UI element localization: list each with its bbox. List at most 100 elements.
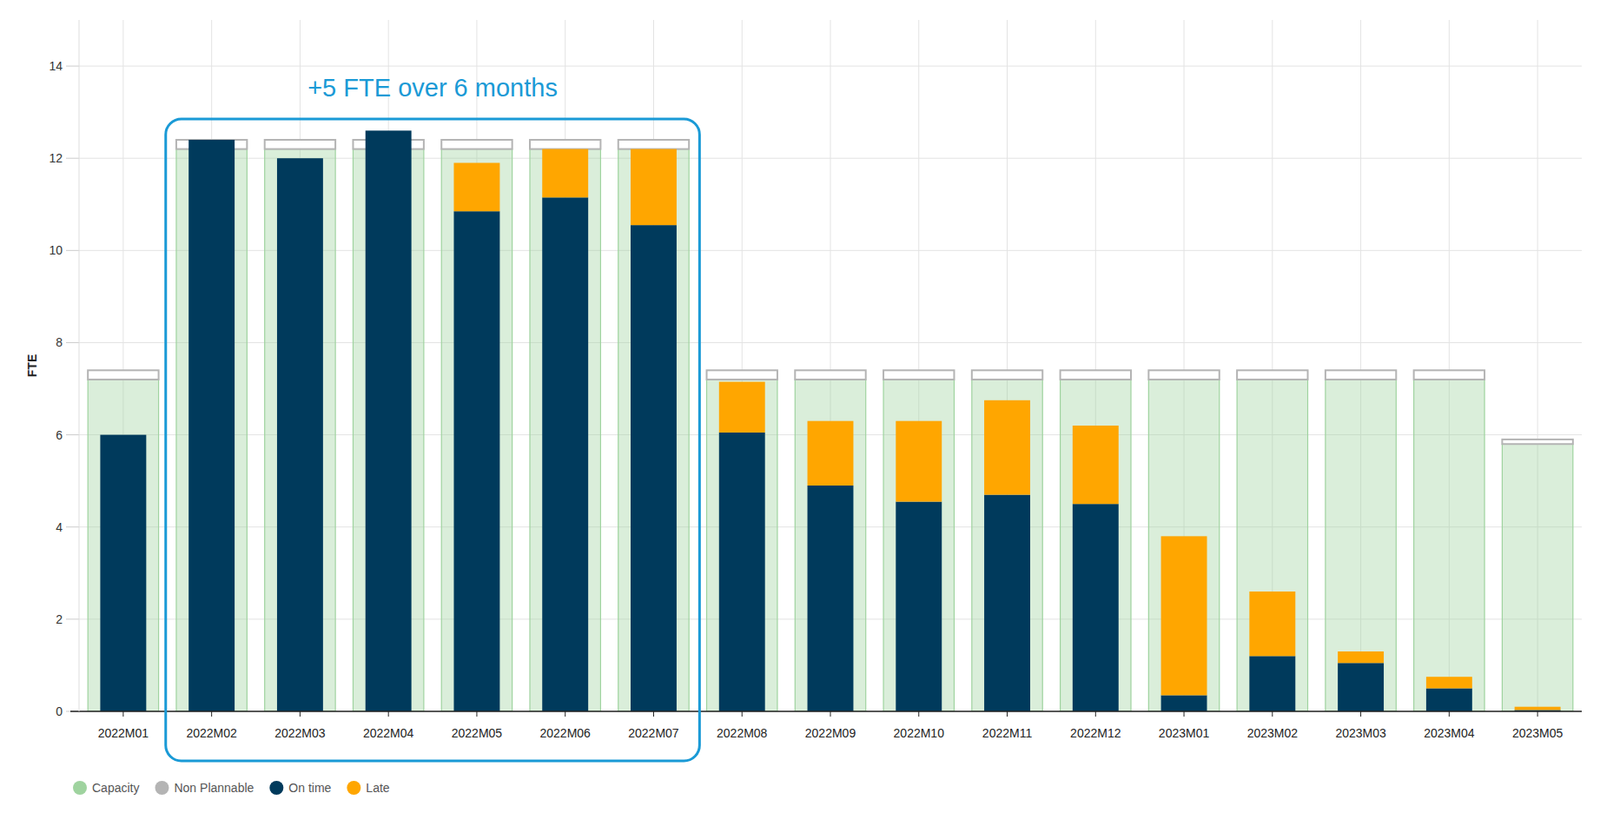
bar-segment — [453, 163, 500, 212]
bar-segment — [1514, 707, 1561, 711]
y-axis-label: FTE — [25, 354, 40, 377]
bar-segment — [1426, 687, 1473, 712]
x-tick — [299, 711, 301, 717]
x-tick — [388, 711, 390, 717]
bar-segment — [1161, 535, 1208, 695]
x-tick-label: 2022M12 — [1070, 726, 1122, 741]
y-tick-label: 12 — [48, 151, 63, 166]
x-tick — [1537, 711, 1539, 717]
bar-segment — [365, 130, 412, 132]
capacity-bar — [529, 139, 601, 150]
capacity-bar — [1325, 370, 1396, 380]
bar-segment — [453, 211, 500, 712]
x-tick-label: 2022M04 — [363, 726, 415, 741]
x-axis — [70, 710, 1582, 713]
x-tick — [122, 711, 124, 717]
capacity-bar — [794, 370, 866, 380]
bar-segment — [807, 485, 854, 712]
x-tick-label: 2023M05 — [1512, 726, 1564, 741]
bar-segment — [1249, 591, 1296, 656]
bar-segment — [1337, 662, 1384, 712]
x-tick — [1006, 711, 1008, 717]
capacity-bar — [1501, 439, 1573, 444]
y-tick-label: 14 — [48, 59, 63, 73]
y-tick-label: 10 — [48, 243, 63, 258]
capacity-bar — [264, 139, 336, 150]
x-tick-label: 2022M09 — [805, 726, 857, 741]
bar-segment — [188, 139, 235, 712]
y-tick — [66, 434, 80, 436]
capacity-bar — [441, 149, 512, 712]
x-tick-label: 2022M10 — [893, 726, 946, 741]
bar-segment — [1337, 651, 1384, 663]
bar-segment — [542, 149, 589, 199]
bar-segment — [99, 435, 146, 712]
x-tick — [1360, 711, 1362, 717]
bar-segment — [99, 434, 146, 436]
legend-label: Capacity — [92, 780, 139, 795]
y-tick-label: 8 — [55, 335, 63, 350]
x-tick-label: 2023M02 — [1247, 726, 1299, 741]
x-tick-label: 2022M08 — [716, 726, 768, 741]
bar-segment — [1072, 503, 1119, 712]
capacity-bar — [529, 149, 601, 712]
capacity-bar — [1414, 379, 1485, 712]
capacity-bar — [618, 139, 689, 150]
bar-segment — [365, 130, 412, 712]
bar-segment — [277, 158, 324, 712]
bar-segment — [542, 197, 589, 712]
legend-label: Late — [365, 780, 390, 795]
y-tick-label: 6 — [55, 428, 63, 443]
annotation-box — [165, 119, 701, 761]
x-tick — [476, 711, 477, 717]
bar-segment — [719, 382, 766, 433]
capacity-bar — [441, 139, 512, 150]
bar-segment — [984, 400, 1031, 496]
x-tick-label: 2022M03 — [274, 726, 326, 741]
bar-segment — [630, 224, 677, 712]
bar-segment — [1249, 655, 1296, 712]
capacity-bar — [971, 370, 1043, 380]
chart: 02468101214FTE2022M012022M022022M032022M… — [0, 0, 1600, 813]
capacity-bar — [1060, 370, 1131, 380]
x-tick — [830, 711, 832, 717]
capacity-bar — [1236, 379, 1308, 712]
bar-segment — [188, 138, 235, 140]
bar-segment — [630, 149, 677, 226]
capacity-bar — [1148, 370, 1219, 380]
annotation-text: +5 FTE over 6 months — [307, 73, 558, 102]
x-tick-label: 2022M06 — [540, 726, 592, 741]
capacity-bar — [87, 379, 159, 712]
capacity-bar — [1414, 370, 1485, 380]
x-tick — [918, 711, 920, 717]
capacity-bar — [707, 370, 778, 380]
y-tick — [66, 250, 80, 252]
capacity-bar — [87, 370, 159, 380]
legend-marker — [346, 780, 361, 795]
bar-segment — [277, 158, 324, 159]
legend-label: On time — [288, 780, 331, 795]
x-tick-label: 2022M05 — [451, 726, 503, 741]
y-axis — [79, 19, 80, 712]
x-tick — [1183, 711, 1185, 717]
y-tick-label: 4 — [55, 520, 63, 535]
y-tick-label: 0 — [55, 704, 63, 719]
grid — [79, 19, 1582, 712]
y-tick — [66, 158, 80, 159]
capacity-bar — [264, 149, 336, 712]
y-tick-label: 2 — [55, 612, 63, 627]
y-tick — [66, 342, 80, 344]
y-tick — [66, 66, 80, 67]
x-tick — [741, 711, 743, 717]
y-tick — [66, 618, 80, 620]
x-tick-label: 2023M01 — [1158, 726, 1210, 741]
y-tick — [66, 526, 80, 528]
x-tick-label: 2022M07 — [628, 726, 680, 741]
capacity-bar — [883, 370, 954, 380]
x-tick — [1271, 711, 1273, 717]
capacity-bar — [707, 379, 778, 712]
capacity-bar — [971, 379, 1043, 712]
bar-segment — [1161, 694, 1208, 712]
x-tick-label: 2022M11 — [982, 726, 1033, 741]
x-tick — [1095, 711, 1097, 717]
